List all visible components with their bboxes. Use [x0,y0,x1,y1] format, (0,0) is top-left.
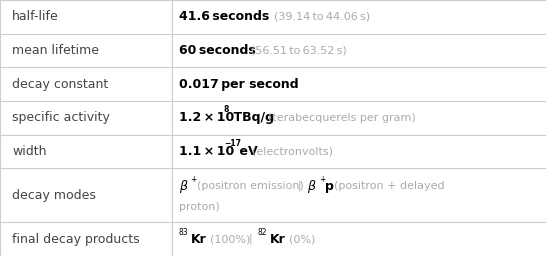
Text: Kr: Kr [270,233,286,246]
Text: |: | [248,234,252,244]
Text: |: | [298,181,301,191]
Text: p: p [325,180,334,193]
Text: final decay products: final decay products [12,233,140,246]
Text: Kr: Kr [191,233,206,246]
Text: decay modes: decay modes [12,189,96,202]
Text: (100%): (100%) [210,234,251,244]
Text: 83: 83 [179,228,188,237]
Text: 41.6 seconds: 41.6 seconds [179,10,269,23]
Text: (0%): (0%) [289,234,316,244]
Text: β: β [307,180,316,193]
Text: TBq/g: TBq/g [231,111,274,124]
Text: specific activity: specific activity [12,111,110,124]
Text: 8: 8 [224,105,229,114]
Text: +: + [319,175,325,184]
Text: 0.017 per second: 0.017 per second [179,78,298,91]
Text: half-life: half-life [12,10,59,23]
Text: (terabecquerels per gram): (terabecquerels per gram) [268,113,416,123]
Text: eV: eV [237,145,258,158]
Text: decay constant: decay constant [12,78,108,91]
Text: 1.1 × 10: 1.1 × 10 [179,145,234,158]
Text: (positron emission): (positron emission) [197,181,304,191]
Text: +: + [190,175,197,184]
Text: 82: 82 [258,228,267,237]
Text: width: width [12,145,46,158]
Text: mean lifetime: mean lifetime [12,44,99,57]
Text: 1.2 × 10: 1.2 × 10 [179,111,234,124]
Text: (39.14 to 44.06 s): (39.14 to 44.06 s) [274,12,370,22]
Text: 60 seconds: 60 seconds [179,44,256,57]
Text: (positron + delayed: (positron + delayed [334,181,445,191]
Text: −17: −17 [224,139,241,148]
Text: β: β [179,180,187,193]
Text: proton): proton) [179,202,219,212]
Text: (56.51 to 63.52 s): (56.51 to 63.52 s) [251,46,347,56]
Text: (electronvolts): (electronvolts) [252,147,333,157]
